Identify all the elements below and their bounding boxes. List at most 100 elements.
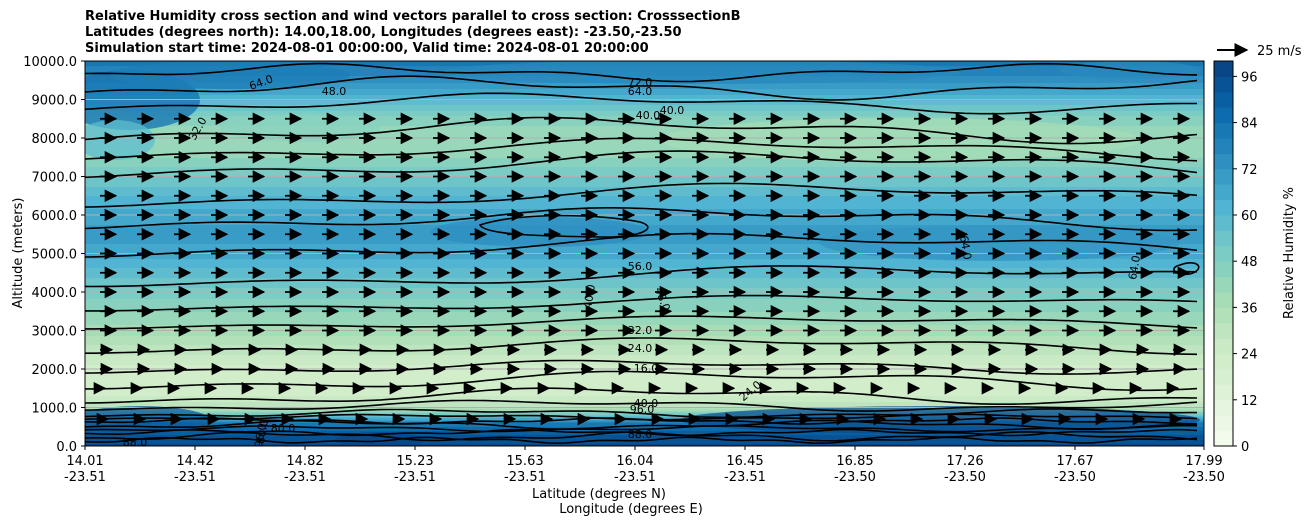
x-tick-label-lon: -23.51 <box>284 470 326 485</box>
contour-line <box>85 116 1198 145</box>
rh-feature <box>110 61 350 89</box>
colorbar-segment <box>1214 199 1233 216</box>
rh-contour-lines <box>85 62 1200 445</box>
rh-band <box>85 287 1204 299</box>
colorbar-segment <box>1214 415 1233 432</box>
x-tick-label-lat: 17.99 <box>1185 454 1222 469</box>
rh-band <box>85 311 1204 325</box>
colorbar-tick-label: 24 <box>1241 348 1258 363</box>
rh-band <box>85 401 1204 408</box>
y-tick-label: 8000.0 <box>32 132 78 147</box>
plot-area: 88.080.064.048.032.040.072.064.040.056.0… <box>85 61 1204 448</box>
x-tick-label-lon: -23.51 <box>614 470 656 485</box>
colorbar-segment <box>1214 184 1233 201</box>
rh-band <box>85 176 1204 187</box>
contour-label: 24.0 <box>628 342 653 355</box>
rh-band <box>85 166 1204 177</box>
contour-label: 40.0 <box>660 104 685 117</box>
rh-feature <box>660 118 1140 162</box>
y-tick-label: 4000.0 <box>32 286 78 301</box>
contour-line <box>85 62 1198 83</box>
x-tick-label-lat: 14.42 <box>176 454 213 469</box>
rh-band <box>85 195 1204 209</box>
contour-label: 80.0 <box>254 418 271 444</box>
contour-label: 32.0 <box>628 324 653 337</box>
contour-label: 64.0 <box>957 234 974 260</box>
rh-band <box>85 344 1204 355</box>
contour-line <box>85 436 1198 445</box>
chart-title-line-2: Latitudes (degrees north): 14.00,18.00, … <box>85 25 682 40</box>
contour-line <box>85 428 1198 437</box>
x-tick-label-lat: 17.26 <box>946 454 983 469</box>
x-tick-label-lon: -23.51 <box>394 470 436 485</box>
rh-band <box>85 434 1204 444</box>
contour-line <box>85 315 1198 330</box>
colorbar-segment <box>1214 261 1233 278</box>
y-tick-label: 1000.0 <box>32 402 78 417</box>
colorbar-segment <box>1214 230 1233 247</box>
x-tick-label-lat: 14.82 <box>286 454 323 469</box>
colorbar-segment <box>1214 292 1233 308</box>
wind-vectors <box>93 112 1191 426</box>
rh-band <box>85 88 1204 95</box>
colorbar-segment <box>1214 307 1233 324</box>
contour-line <box>85 75 1198 101</box>
contour-line <box>85 413 1198 421</box>
contour-label: 16.0 <box>634 362 659 375</box>
contour-line <box>85 92 1197 115</box>
x-tick-label-lat: 15.63 <box>506 454 543 469</box>
contour-line <box>85 359 1198 375</box>
colorbar-label: Relative Humidity % <box>1282 187 1297 319</box>
contour-line <box>85 182 1198 208</box>
contour-label: 40.0 <box>581 283 598 309</box>
colorbar-tick-label: 84 <box>1241 117 1258 132</box>
colorbar-segment <box>1214 353 1233 370</box>
x-tick-label-lat: 15.23 <box>396 454 433 469</box>
rh-band <box>85 110 1204 116</box>
colorbar-tick-label: 12 <box>1241 394 1258 409</box>
rh-band <box>85 354 1204 365</box>
rh-feature <box>430 217 650 247</box>
rh-band <box>85 104 1204 111</box>
y-tick-label: 10000.0 <box>23 55 77 70</box>
rh-band <box>85 267 1204 278</box>
rh-feature <box>85 120 155 160</box>
colorbar-segment <box>1214 338 1233 355</box>
contour-label: 96.0 <box>252 422 269 448</box>
contour-line <box>85 424 1198 433</box>
y-tick-label: 3000.0 <box>32 325 78 340</box>
x-tick-label-lat: 14.01 <box>66 454 103 469</box>
chart-title-line-3: Simulation start time: 2024-08-01 00:00:… <box>85 41 649 56</box>
rh-band <box>85 157 1204 167</box>
x-tick-label-lon: -23.51 <box>174 470 216 485</box>
contour-label: 56.0 <box>628 260 653 273</box>
contour-label: 64.0 <box>1126 254 1143 280</box>
rh-band <box>85 408 1204 411</box>
rh-band <box>85 258 1204 268</box>
contour-line <box>85 408 1197 419</box>
contour-label: 72.0 <box>628 76 653 89</box>
colorbar-segment <box>1214 138 1233 154</box>
colorbar-tick-label: 60 <box>1241 209 1258 224</box>
x-tick-label-lat: 17.67 <box>1056 454 1093 469</box>
contour-line <box>85 265 1198 288</box>
contour-label: 96.0 <box>630 403 655 416</box>
rh-band <box>85 277 1204 288</box>
contour-label: 80.0 <box>271 422 296 435</box>
contour-line <box>85 370 1198 392</box>
contour-line <box>85 431 1198 442</box>
contour-label: 64.0 <box>628 85 653 98</box>
colorbar-tick-label: 72 <box>1241 163 1258 178</box>
contour-line <box>85 150 1198 179</box>
contour-line <box>85 232 1198 258</box>
colorbar-segment <box>1214 91 1233 108</box>
x-tick-label-lon: -23.50 <box>1054 470 1096 485</box>
y-axis-label: Altitude (meters) <box>11 198 26 309</box>
rh-band <box>85 335 1204 345</box>
rh-band <box>85 115 1204 126</box>
rh-band <box>85 443 1204 446</box>
contour-line <box>85 294 1198 312</box>
contour-line <box>85 207 1198 232</box>
x-tick-label-lon: -23.50 <box>834 470 876 485</box>
contour-labels: 88.080.064.048.032.040.072.064.040.056.0… <box>123 72 1143 448</box>
